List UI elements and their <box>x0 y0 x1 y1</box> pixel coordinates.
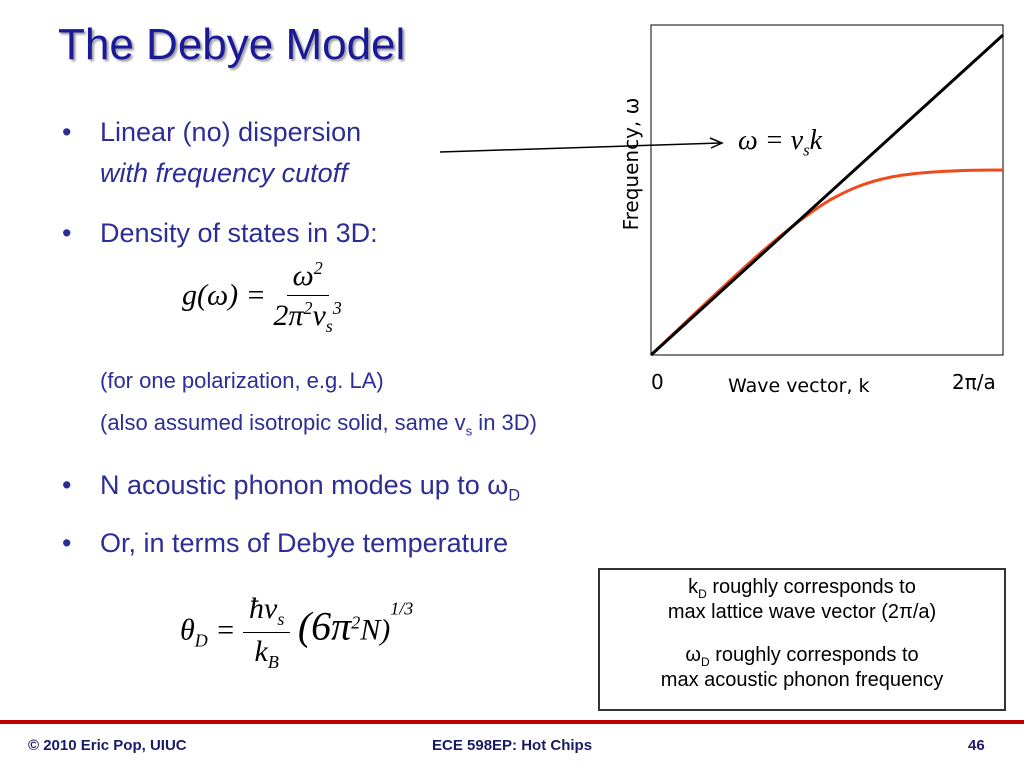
eq-lhs: g(ω) = <box>182 278 266 312</box>
bullet-dot: • <box>62 218 72 248</box>
box-text: k <box>688 576 699 598</box>
note-text: in 3D) <box>472 410 537 435</box>
eq-text: v <box>312 299 326 332</box>
linear-dispersion <box>649 33 1005 357</box>
eq-text: θ <box>180 613 195 647</box>
bullet-text: D <box>508 486 521 505</box>
eq-text: s <box>803 140 810 160</box>
eq-text: s <box>325 316 333 336</box>
footer-left: © 2010 Eric Pop, UIUC <box>28 737 187 754</box>
box-text: D <box>698 587 707 601</box>
eq-text: = <box>215 613 236 647</box>
title: The Debye Model <box>58 20 406 69</box>
note-text: (also assumed isotropic solid, same v <box>100 410 466 435</box>
plot-frame <box>650 24 1004 356</box>
box-line: max acoustic phonon frequency <box>660 669 944 691</box>
box-line: ωD roughly corresponds to <box>600 644 1004 669</box>
eq-text: k <box>254 635 268 668</box>
box-text: ω <box>685 644 701 666</box>
eq-text: k <box>809 125 823 156</box>
box-text: roughly corresponds to <box>706 576 916 598</box>
bullet-dot: • <box>62 470 72 500</box>
bullet: Or, in terms of Debye temperature <box>100 528 509 558</box>
eq-text: B <box>267 652 279 672</box>
eq-text: ω = v <box>738 125 804 156</box>
eq-text: s <box>277 609 285 629</box>
bullet: Density of states in 3D: <box>100 218 378 248</box>
eq-text: 2 <box>303 298 313 318</box>
x-end-label: 2π/a <box>952 370 996 394</box>
arrow <box>439 142 721 153</box>
eq-text: 2 <box>351 612 361 633</box>
box-text: roughly corresponds to <box>709 644 919 666</box>
fraction: ħvs kB <box>243 592 291 673</box>
equation-dos: g(ω) = ω2 2π2vs3 <box>182 258 342 337</box>
bullet-sub: with frequency cutoff <box>100 158 348 188</box>
box-line: max lattice wave vector (2π/a) <box>667 601 937 623</box>
box-text: D <box>700 655 710 669</box>
x-axis-label: Wave vector, k <box>728 375 870 397</box>
box-line: kD roughly corresponds to <box>600 576 1004 601</box>
arrow-head <box>709 137 724 149</box>
bullet-text: N acoustic phonon modes up to ω <box>100 470 509 500</box>
eq-text: 2 <box>313 258 323 278</box>
fraction: ω2 2π2vs3 <box>273 258 341 337</box>
footer-rule <box>0 720 1024 724</box>
note: (also assumed isotropic solid, same vs i… <box>100 410 537 438</box>
eq-text: 3 <box>332 298 342 318</box>
eq-text: (6π <box>297 603 352 649</box>
bullet-dot: • <box>62 528 72 558</box>
note: (for one polarization, e.g. LA) <box>100 368 384 393</box>
eq-text: N) <box>360 613 391 647</box>
real-dispersion <box>649 168 1004 357</box>
eq-text: ω <box>292 259 314 292</box>
eq-text: ħv <box>249 592 278 625</box>
eq-text: 1/3 <box>390 598 414 619</box>
footer-center: ECE 598EP: Hot Chips <box>432 737 593 754</box>
plot-equation: ω = vsk <box>738 125 822 161</box>
y-axis-label: Frequency, ω <box>619 97 643 231</box>
bullet: N acoustic phonon modes up to ωD <box>100 470 520 505</box>
eq-text: D <box>194 630 208 651</box>
bullet: Linear (no) dispersion <box>100 117 362 147</box>
note-box: kD roughly corresponds to max lattice wa… <box>598 568 1006 711</box>
x-start-label: 0 <box>651 370 664 394</box>
note-text: s <box>465 423 473 439</box>
bullet-dot: • <box>62 117 72 147</box>
eq-text: 2π <box>273 299 304 332</box>
footer-right: 46 <box>968 737 985 754</box>
equation-debye: θD = ħvs kB (6π2N)1/3 <box>180 592 413 673</box>
